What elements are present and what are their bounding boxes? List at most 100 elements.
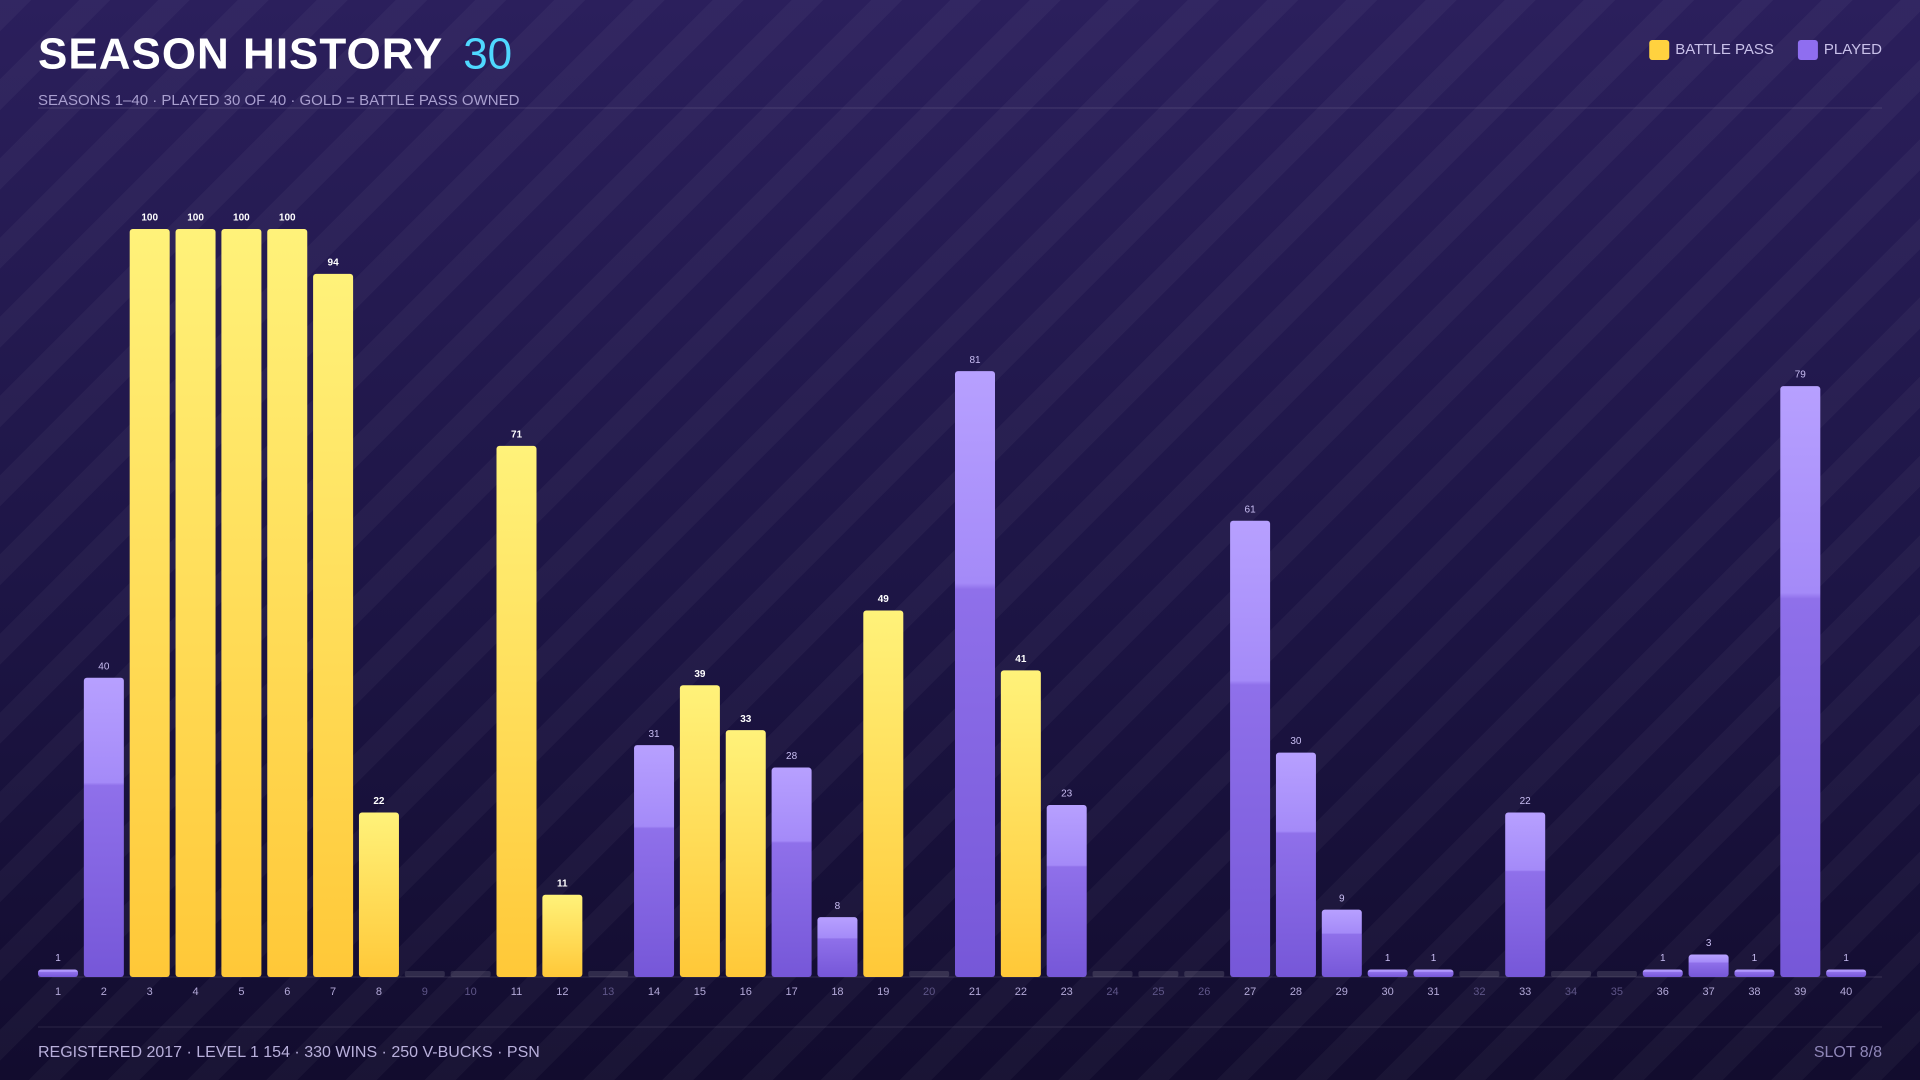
value-label: 100 bbox=[187, 213, 204, 224]
value-label: 11 bbox=[557, 878, 568, 889]
bar bbox=[83, 677, 124, 977]
title-count: 30 bbox=[463, 30, 512, 79]
bar bbox=[1230, 520, 1271, 977]
bar bbox=[542, 894, 583, 977]
x-tick-label: 30 bbox=[1382, 986, 1394, 998]
value-label: 22 bbox=[373, 796, 385, 807]
bar bbox=[38, 969, 78, 977]
value-label: 81 bbox=[969, 355, 981, 366]
x-tick-label: 7 bbox=[330, 986, 336, 998]
empty-slot bbox=[1184, 971, 1225, 977]
empty-slot bbox=[909, 971, 950, 977]
empty-slot bbox=[1459, 971, 1500, 977]
bar bbox=[267, 229, 308, 977]
bar bbox=[496, 445, 537, 977]
value-label: 41 bbox=[1015, 654, 1027, 665]
x-tick-label: 17 bbox=[785, 986, 797, 998]
bar bbox=[1688, 954, 1729, 977]
bar bbox=[1413, 969, 1454, 977]
value-label: 40 bbox=[98, 661, 110, 672]
x-tick-label: 39 bbox=[1794, 986, 1806, 998]
value-label: 1 bbox=[1660, 953, 1666, 964]
x-tick-label: 33 bbox=[1519, 986, 1531, 998]
value-label: 1 bbox=[1431, 953, 1437, 964]
value-label: 100 bbox=[141, 213, 158, 224]
value-label: 49 bbox=[878, 594, 890, 605]
x-tick-label: 8 bbox=[376, 986, 382, 998]
bar bbox=[1275, 752, 1316, 977]
x-tick-label: 21 bbox=[969, 986, 981, 998]
bar bbox=[313, 273, 354, 977]
value-label: 3 bbox=[1706, 938, 1712, 949]
x-tick-label: 13 bbox=[602, 986, 614, 998]
value-label: 8 bbox=[835, 901, 841, 912]
x-tick-label: 20 bbox=[923, 986, 935, 998]
x-tick-label: 40 bbox=[1840, 986, 1852, 998]
x-tick-label: 5 bbox=[238, 986, 244, 998]
value-label: 9 bbox=[1339, 893, 1345, 904]
x-tick-label: 38 bbox=[1748, 986, 1760, 998]
slot-label: SLOT 8/8 bbox=[1814, 1044, 1882, 1061]
x-tick-label: 28 bbox=[1290, 986, 1302, 998]
bar bbox=[771, 767, 812, 977]
value-label: 31 bbox=[648, 729, 660, 740]
x-tick-label: 34 bbox=[1565, 986, 1577, 998]
x-tick-label: 14 bbox=[648, 986, 660, 998]
bar bbox=[1734, 969, 1775, 977]
value-label: 79 bbox=[1795, 370, 1807, 381]
empty-slot bbox=[1092, 971, 1133, 977]
x-tick-label: 27 bbox=[1244, 986, 1256, 998]
bar bbox=[725, 730, 766, 977]
legend-label: BATTLE PASS bbox=[1675, 41, 1774, 58]
value-label: 100 bbox=[279, 213, 296, 224]
bar bbox=[358, 812, 399, 977]
x-tick-label: 9 bbox=[422, 986, 428, 998]
value-label: 33 bbox=[740, 714, 752, 725]
bar bbox=[1505, 812, 1546, 977]
empty-slot bbox=[1138, 971, 1179, 977]
x-tick-label: 22 bbox=[1015, 986, 1027, 998]
bar bbox=[1046, 804, 1087, 977]
value-label: 1 bbox=[1843, 953, 1849, 964]
x-tick-label: 15 bbox=[694, 986, 706, 998]
bar bbox=[129, 229, 170, 977]
x-tick-label: 1 bbox=[55, 986, 61, 998]
x-tick-label: 36 bbox=[1657, 986, 1669, 998]
bar bbox=[634, 745, 675, 977]
legend-swatch bbox=[1649, 40, 1670, 60]
bar bbox=[863, 610, 904, 977]
x-tick-label: 23 bbox=[1061, 986, 1073, 998]
empty-slot bbox=[1551, 971, 1592, 977]
value-label: 1 bbox=[1752, 953, 1758, 964]
x-tick-label: 29 bbox=[1336, 986, 1348, 998]
bar bbox=[1367, 969, 1408, 977]
bar bbox=[1780, 386, 1821, 978]
legend: PLAYED BATTLE PASS bbox=[1649, 40, 1882, 60]
bar bbox=[817, 917, 858, 977]
x-tick-label: 31 bbox=[1427, 986, 1439, 998]
empty-slot bbox=[404, 971, 445, 977]
bar bbox=[1321, 909, 1362, 977]
x-tick-label: 18 bbox=[831, 986, 843, 998]
value-label: 94 bbox=[328, 258, 340, 269]
value-label: 61 bbox=[1245, 504, 1257, 515]
bar bbox=[221, 229, 262, 977]
value-label: 39 bbox=[694, 669, 706, 680]
subtitle: SEASONS 1–40 · PLAYED 30 OF 40 · GOLD = … bbox=[38, 92, 520, 109]
x-tick-label: 12 bbox=[556, 986, 568, 998]
x-tick-label: 10 bbox=[465, 986, 477, 998]
empty-slot bbox=[1596, 971, 1637, 977]
value-label: 28 bbox=[786, 751, 798, 762]
value-label: 1 bbox=[55, 953, 61, 964]
x-tick-label: 26 bbox=[1198, 986, 1210, 998]
x-tick-label: 6 bbox=[284, 986, 290, 998]
legend-label: PLAYED bbox=[1824, 41, 1882, 58]
title: SEASON HISTORY bbox=[38, 30, 443, 79]
x-tick-label: 32 bbox=[1473, 986, 1485, 998]
x-tick-label: 35 bbox=[1611, 986, 1623, 998]
x-tick-label: 25 bbox=[1152, 986, 1164, 998]
x-tick-label: 16 bbox=[740, 986, 752, 998]
legend-swatch bbox=[1797, 40, 1818, 60]
